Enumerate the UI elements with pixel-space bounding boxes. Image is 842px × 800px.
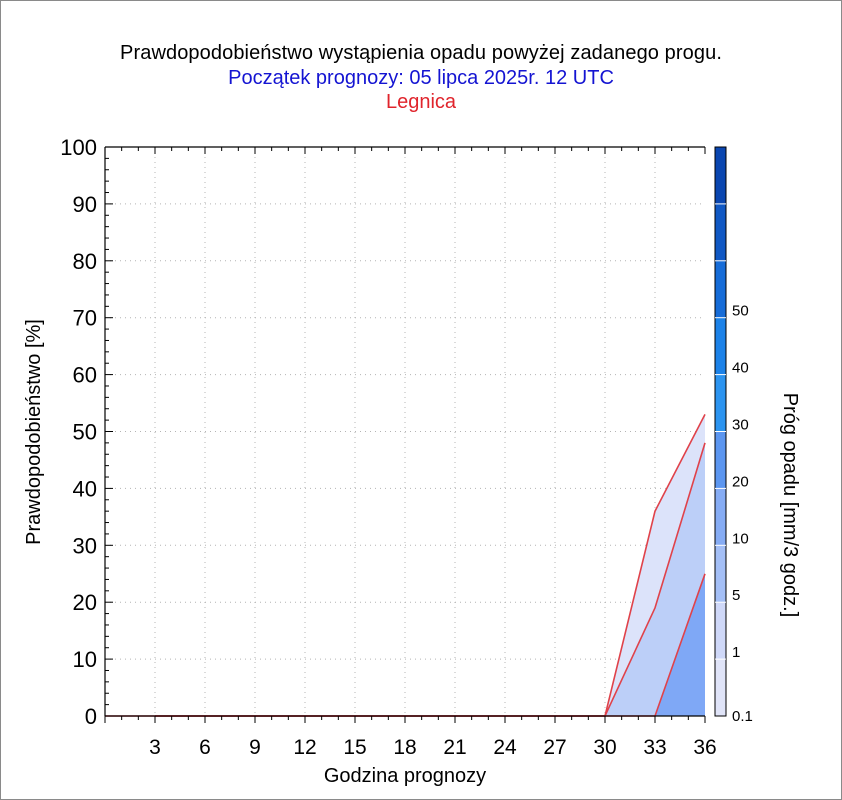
y-tick-label: 60 bbox=[73, 363, 97, 388]
colorbar-tick-label: 40 bbox=[732, 360, 749, 377]
colorbar-segment bbox=[715, 488, 726, 546]
colorbar-segment bbox=[715, 374, 726, 432]
colorbar-segment bbox=[715, 317, 726, 375]
x-tick-label: 18 bbox=[393, 736, 416, 759]
colorbar-tick-label: 10 bbox=[732, 530, 749, 547]
area-threshold-0.1 bbox=[155, 414, 705, 716]
x-tick-label: 27 bbox=[543, 736, 566, 759]
colorbar-segment bbox=[715, 203, 726, 261]
x-tick-label: 15 bbox=[343, 736, 366, 759]
x-tick-label: 36 bbox=[693, 736, 716, 759]
y-tick-label: 30 bbox=[73, 533, 97, 558]
colorbar-segment bbox=[715, 659, 726, 716]
colorbar-tick-label: 0.1 bbox=[732, 708, 753, 725]
x-tick-label: 6 bbox=[199, 736, 211, 759]
y-tick-label: 40 bbox=[73, 476, 97, 501]
chart-title: Prawdopodobieństwo wystąpienia opadu pow… bbox=[120, 42, 722, 64]
x-tick-label: 9 bbox=[249, 736, 261, 759]
y-tick-label: 0 bbox=[85, 704, 97, 729]
colorbar-tick-label: 5 bbox=[732, 587, 740, 604]
area-threshold-1 bbox=[155, 442, 705, 716]
x-tick-label: 30 bbox=[593, 736, 616, 759]
colorbar-tick-label: 1 bbox=[732, 644, 740, 661]
colorbar-segment bbox=[715, 545, 726, 603]
colorbar-tick-label: 20 bbox=[732, 473, 749, 490]
x-tick-label: 21 bbox=[443, 736, 466, 759]
colorbar-segment bbox=[715, 147, 726, 204]
chart-subtitle: Początek prognozy: 05 lipca 2025r. 12 UT… bbox=[228, 67, 614, 89]
x-tick-label: 24 bbox=[493, 736, 517, 759]
colorbar-label: Próg opadu [mm/3 godz.] bbox=[779, 393, 801, 618]
colorbar-segment bbox=[715, 431, 726, 489]
colorbar-tick-label: 50 bbox=[732, 303, 749, 320]
colorbar-tick-label: 30 bbox=[732, 417, 749, 434]
colorbar-segment bbox=[715, 602, 726, 660]
y-tick-label: 90 bbox=[73, 192, 97, 217]
y-axis-label: Prawdopodobieństwo [%] bbox=[23, 319, 45, 545]
grid-lines bbox=[105, 147, 705, 716]
y-tick-label: 20 bbox=[73, 590, 97, 615]
y-tick-label: 80 bbox=[73, 249, 97, 274]
x-tick-label: 12 bbox=[293, 736, 316, 759]
location-label: Legnica bbox=[385, 91, 457, 113]
colorbar: 0.1 1 5 10 20 30 40 50 bbox=[714, 146, 753, 725]
colorbar-segment bbox=[715, 260, 726, 318]
y-tick-label: 50 bbox=[73, 420, 97, 445]
probability-lines bbox=[105, 414, 706, 717]
y-tick-label: 10 bbox=[73, 647, 97, 672]
y-tick-label: 100 bbox=[60, 135, 97, 160]
y-tick-label: 70 bbox=[73, 306, 97, 331]
probability-areas bbox=[155, 414, 705, 716]
chart-titles: Prawdopodobieństwo wystąpienia opadu pow… bbox=[0, 40, 842, 114]
x-tick-label: 3 bbox=[149, 736, 161, 759]
x-axis-label: Godzina prognozy bbox=[324, 765, 486, 787]
x-tick-label: 33 bbox=[643, 736, 666, 759]
